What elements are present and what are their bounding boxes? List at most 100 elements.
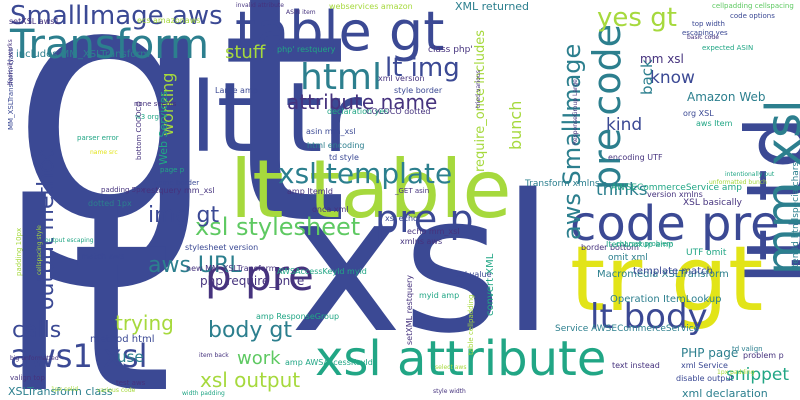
- word-134: select aws: [435, 364, 467, 371]
- word-45: XML returned: [455, 0, 530, 13]
- word-66: Transform xmlns: [525, 179, 600, 189]
- word-10: Transform: [10, 22, 209, 68]
- word-95: declaration yes: [327, 107, 389, 116]
- word-73: amp ResponseGroup: [256, 312, 340, 321]
- word-42: bunch: [506, 100, 525, 150]
- word-119: none seems: [134, 100, 177, 108]
- word-78: encoding UTF: [608, 153, 663, 162]
- word-81: border bottom: [581, 243, 639, 252]
- word-67: xsl echo: [385, 214, 418, 223]
- word-123: name src: [90, 149, 118, 156]
- word-16: lt img: [385, 53, 460, 83]
- word-125: name border: [154, 179, 200, 187]
- word-54: XSLTransform class: [8, 385, 113, 398]
- word-57: convert XML: [485, 253, 496, 316]
- word-27: xsl output: [200, 368, 301, 392]
- word-72: amp AWSAccessKeyId: [285, 358, 373, 367]
- word-92: webservices amazon: [329, 2, 413, 11]
- word-124: page p: [160, 166, 185, 174]
- word-69: xmlns aws: [400, 237, 443, 246]
- word-22: p pre: [205, 251, 314, 300]
- word-138: 1px padding: [717, 369, 755, 376]
- word-61: template match: [633, 266, 713, 277]
- word-41: use: [117, 348, 144, 366]
- word-86: match aws: [81, 252, 125, 261]
- word-9: table gt: [235, 0, 445, 63]
- word-109: XSL basically: [683, 198, 742, 208]
- word-106: text instead: [612, 361, 660, 370]
- word-8: xsl attribute: [315, 331, 607, 387]
- word-32: calls: [12, 318, 62, 343]
- word-56: method html: [90, 334, 155, 345]
- word-31: body gt: [208, 318, 292, 343]
- word-128: cellspacing style: [36, 225, 43, 275]
- word-137: style width: [433, 388, 466, 395]
- word-71: AWSAccessKeyId myid: [277, 267, 367, 276]
- word-51: php require_once: [200, 274, 305, 288]
- word-111: cellpadding cellspacing: [712, 2, 794, 10]
- word-60: ResponseGroup Large: [572, 79, 579, 145]
- word-82: padding 5px: [101, 186, 145, 194]
- word-64: xml version: [378, 74, 425, 83]
- word-21: pre p: [375, 197, 474, 241]
- word-25: xsl stylesheet: [195, 213, 361, 241]
- word-142: tried various: [475, 70, 482, 108]
- word-77: html encoding: [307, 141, 365, 150]
- word-135: various code: [97, 387, 136, 394]
- word-7: tr gt: [570, 227, 764, 332]
- word-11: code pre: [570, 196, 780, 252]
- word-133: item back: [199, 352, 229, 359]
- word-49: AWSECommerceService amp: [611, 183, 742, 193]
- word-118: ASIN item: [286, 9, 316, 16]
- word-23: lt body: [590, 297, 708, 337]
- word-120: w3 org: [135, 113, 159, 121]
- word-136: width padding: [182, 390, 225, 397]
- word-98: aws Item: [696, 119, 733, 128]
- word-107: problem p: [743, 351, 784, 360]
- word-76: asin mm_xsl: [306, 127, 356, 136]
- word-70: myid amp: [419, 291, 460, 300]
- word-139: intentionally put: [725, 171, 775, 178]
- word-88: onca xml: [312, 205, 349, 214]
- word-103: setXML restquery: [405, 274, 414, 345]
- word-102: xsl value: [456, 270, 492, 279]
- word-55: xml declaration: [682, 387, 768, 400]
- word-19: SmallImage aws: [10, 1, 223, 31]
- word-91: class php': [428, 45, 473, 55]
- word-108: charset problem: [616, 240, 674, 248]
- word-97: org XSL: [683, 109, 714, 118]
- word-96: COCOCO dotted: [366, 107, 431, 116]
- word-131: test aws: [116, 379, 146, 387]
- word-104: xml Service: [681, 361, 728, 370]
- word-44: mm xsl: [640, 52, 684, 66]
- word-1: gt: [10, 0, 349, 297]
- word-116: expected ASIN: [702, 44, 754, 52]
- word-39: know: [650, 68, 695, 88]
- word-114: escaping yes: [682, 29, 728, 37]
- word-83: dotted 1px: [88, 199, 132, 208]
- word-36: kind: [606, 115, 643, 135]
- word-113: top width: [692, 20, 725, 28]
- word-50: PHP page: [681, 346, 739, 360]
- word-117: invalid attribute: [236, 2, 284, 9]
- word-115: basic code: [687, 34, 719, 41]
- word-75: _GET asin: [395, 187, 430, 195]
- word-100: ItemId htmlspecialchars: [791, 161, 800, 270]
- word-5: lt tr: [190, 62, 362, 174]
- word-132: 1px solid: [51, 386, 79, 393]
- word-4: lt table: [230, 143, 512, 236]
- word-93: ecs amazonaws: [137, 16, 201, 25]
- word-2: lt: [0, 149, 173, 400]
- word-29: img gt: [148, 203, 220, 228]
- word-74: amp ItemId: [287, 187, 333, 196]
- word-101: ItemLookup amp: [606, 240, 674, 249]
- word-38: snippet: [726, 365, 790, 385]
- word-53: includes MM_XSLTransform: [16, 49, 151, 60]
- word-30: aws URL: [148, 253, 242, 278]
- word-68: echo mm_xsl: [407, 227, 460, 236]
- word-26: aws1 xsl: [10, 337, 148, 375]
- word-141: basically works: [7, 39, 14, 85]
- word-65: version xmlns: [647, 190, 703, 199]
- word-129: big unformatted: [10, 355, 59, 362]
